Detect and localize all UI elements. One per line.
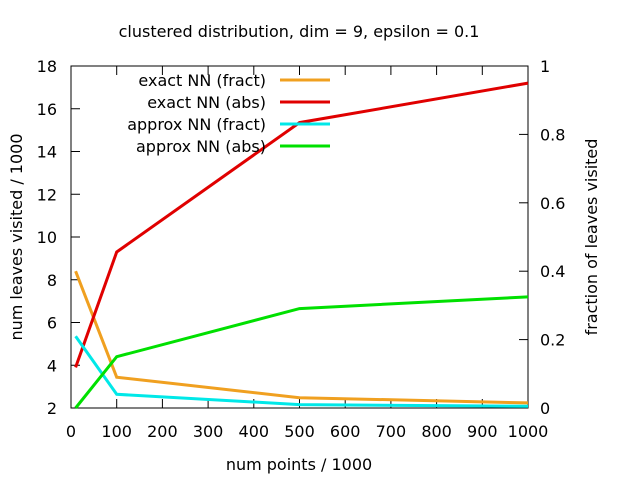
y-tick-label: 10 <box>37 228 57 247</box>
x-axis: 0 100 200 300 400 500 600 700 800 900 1000 <box>66 66 548 441</box>
y-tick-label: 6 <box>47 314 57 333</box>
series-line-1 <box>74 81 529 368</box>
x-axis-label: num points / 1000 <box>226 455 372 474</box>
y-tick-label: 16 <box>37 100 57 119</box>
legend-label: exact NN (fract) <box>138 71 266 90</box>
series-line-0 <box>74 270 529 405</box>
chart-title: clustered distribution, dim = 9, epsilon… <box>119 22 480 41</box>
x-tick-label: 700 <box>376 422 407 441</box>
x-tick-label: 300 <box>193 422 224 441</box>
y-tick-label: 18 <box>37 57 57 76</box>
y2-tick-label: 0.8 <box>540 125 565 144</box>
x-tick-label: 100 <box>101 422 132 441</box>
y2-tick-label: 0 <box>540 399 550 418</box>
y-tick-label: 8 <box>47 271 57 290</box>
x-tick-label: 800 <box>421 422 452 441</box>
y2-tick-label: 0.2 <box>540 331 565 350</box>
x-tick-label: 600 <box>330 422 361 441</box>
y-axis-label: num leaves visited / 1000 <box>7 133 26 340</box>
y2-tick-label: 0.6 <box>540 194 565 213</box>
y2-tick-label: 1 <box>540 57 550 76</box>
x-tick-label: 400 <box>239 422 270 441</box>
y-tick-label: 12 <box>37 185 57 204</box>
legend-label: approx NN (fract) <box>127 115 266 134</box>
y-tick-label: 2 <box>47 399 57 418</box>
y-axis-left: 2 4 6 8 10 12 14 16 18 <box>37 57 80 418</box>
legend-label: approx NN (abs) <box>136 137 266 156</box>
x-tick-label: 900 <box>467 422 498 441</box>
x-tick-label: 1000 <box>508 422 549 441</box>
y2-axis-label: fraction of leaves visited <box>582 139 601 336</box>
y-tick-label: 4 <box>47 356 57 375</box>
y-tick-label: 14 <box>37 143 57 162</box>
x-tick-label: 0 <box>66 422 76 441</box>
x-tick-label: 500 <box>284 422 315 441</box>
y2-tick-label: 0.4 <box>540 262 565 281</box>
series-line-2 <box>74 335 529 408</box>
series-line-3 <box>74 295 529 409</box>
y-axis-right: 0 0.2 0.4 0.6 0.8 1 <box>519 57 565 418</box>
series-lines <box>74 81 529 409</box>
legend-label: exact NN (abs) <box>147 93 266 112</box>
x-tick-label: 200 <box>147 422 178 441</box>
legend: exact NN (fract) exact NN (abs) approx NN … <box>127 71 330 156</box>
